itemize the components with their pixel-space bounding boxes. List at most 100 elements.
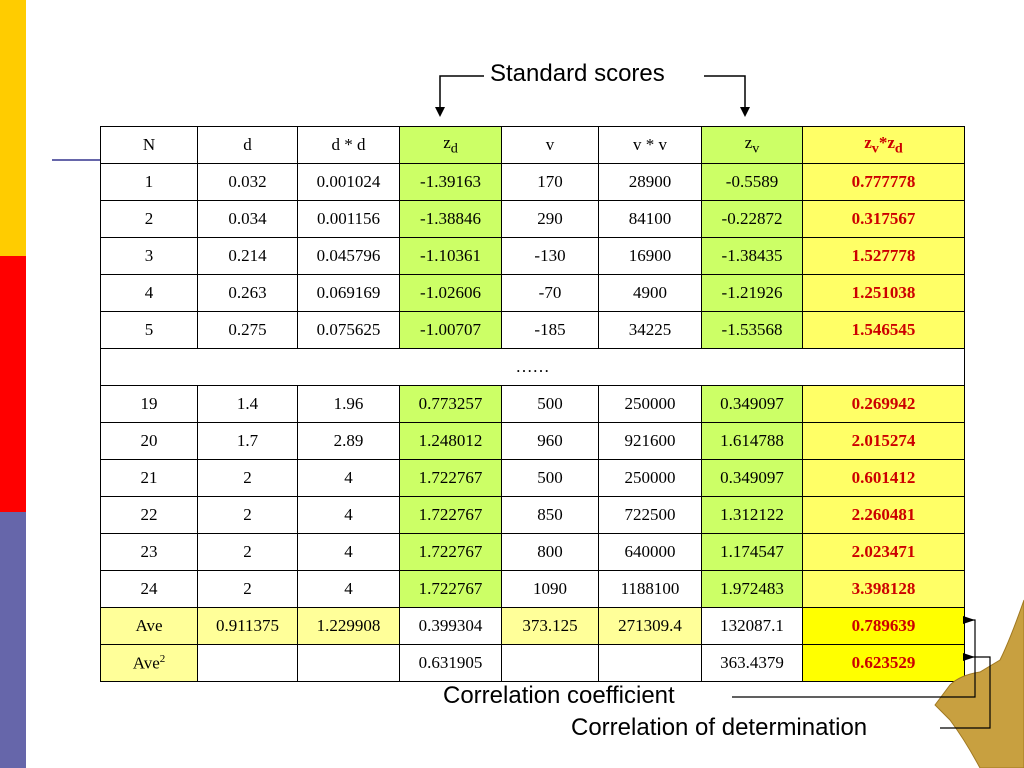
table-cell: 4900 [598, 274, 702, 312]
average-squared-cell: 0.623529 [802, 644, 965, 682]
table-cell: -1.02606 [399, 274, 502, 312]
header-cell: N [100, 126, 198, 164]
table-cell: 2 [197, 459, 298, 497]
table-cell: -0.22872 [701, 200, 803, 238]
table-cell: 16900 [598, 237, 702, 275]
side-bar-yellow [0, 0, 26, 256]
table-cell: 0.001156 [297, 200, 400, 238]
table-cell: 0.275 [197, 311, 298, 349]
table-cell: 850 [501, 496, 599, 534]
average-squared-cell [197, 644, 298, 682]
table-cell: 250000 [598, 459, 702, 497]
average-squared-cell [598, 644, 702, 682]
table-cell: 2.015274 [802, 422, 965, 460]
table-cell: 2 [197, 496, 298, 534]
table-cell: 24 [100, 570, 198, 608]
header-text: v * v [633, 135, 667, 154]
header-cell: d [197, 126, 298, 164]
header-text: z [744, 132, 753, 152]
header-subscript: v [752, 140, 760, 157]
table-cell: 1.251038 [802, 274, 965, 312]
table-cell: 1.527778 [802, 237, 965, 275]
table-cell: 1.546545 [802, 311, 965, 349]
header-cell: v [501, 126, 599, 164]
table-cell: 4 [297, 496, 400, 534]
header-text: d * d [331, 135, 366, 154]
table-cell: 4 [297, 533, 400, 571]
table-cell: 2 [197, 570, 298, 608]
table-cell: 0.601412 [802, 459, 965, 497]
side-bar-blue [0, 512, 26, 768]
table-row: 23 2 4 1.722767 800 640000 1.174547 2.023471 [100, 533, 965, 571]
table-cell: 1.614788 [701, 422, 803, 460]
table-cell: 4 [297, 570, 400, 608]
table-cell: -1.00707 [399, 311, 502, 349]
table-cell: 0.773257 [399, 385, 502, 423]
average-row: Ave 0.911375 1.229908 0.399304 373.125 271309… [100, 607, 965, 645]
table-row: 19 1.4 1.96 0.773257 500 250000 0.349097 0.2699… [100, 385, 965, 423]
table-row: 5 0.275 0.075625 -1.00707 -185 34225 -1.53568 1… [100, 311, 965, 349]
header-text: v [545, 135, 555, 154]
table-cell: 34225 [598, 311, 702, 349]
header-cell: zd [399, 126, 502, 164]
table-cell: 1.96 [297, 385, 400, 423]
table-cell: 250000 [598, 385, 702, 423]
table-cell: 1.722767 [399, 459, 502, 497]
table-cell: 1 [100, 163, 198, 201]
header-subscript: v [871, 140, 879, 157]
table-cell: 3.398128 [802, 570, 965, 608]
ellipsis-cell: …… [100, 348, 965, 386]
average-squared-cell [297, 644, 400, 682]
table-cell: -0.5589 [701, 163, 803, 201]
correlation-coefficient-label: Correlation coefficient [443, 682, 675, 709]
header-cell: zv*zd [802, 126, 965, 164]
table-cell: 921600 [598, 422, 702, 460]
table-row: 3 0.214 0.045796 -1.10361 -130 16900 -1.38435 1… [100, 237, 965, 275]
table-cell: -1.21926 [701, 274, 803, 312]
average-squared-row: Ave2 0.631905 363.4379 0.623529 [100, 644, 965, 682]
header-cell: zv [701, 126, 803, 164]
average-squared-label: Ave2 [100, 644, 198, 682]
table-cell: 1.722767 [399, 570, 502, 608]
table-cell: 0.045796 [297, 237, 400, 275]
header-cell: v * v [598, 126, 702, 164]
standard-scores-label: Standard scores [490, 60, 665, 87]
header-text: d [243, 135, 252, 154]
table-row: 20 1.7 2.89 1.248012 960 921600 1.614788 2.0152… [100, 422, 965, 460]
label-superscript: 2 [159, 652, 166, 665]
table-cell: -1.53568 [701, 311, 803, 349]
table-cell: -130 [501, 237, 599, 275]
table-cell: 1.4 [197, 385, 298, 423]
label-text: Ave [132, 653, 160, 673]
table-cell: 2.89 [297, 422, 400, 460]
table-cell: 3 [100, 237, 198, 275]
decorative-line [52, 159, 100, 161]
table-cell: 2 [100, 200, 198, 238]
table-cell: 1090 [501, 570, 599, 608]
table-row: 21 2 4 1.722767 500 250000 0.349097 0.601412 [100, 459, 965, 497]
table-cell: 1.248012 [399, 422, 502, 460]
average-squared-cell: 0.631905 [399, 644, 502, 682]
table-cell: 19 [100, 385, 198, 423]
header-text: N [142, 135, 156, 154]
table-cell: 2 [197, 533, 298, 571]
table-cell: 0.269942 [802, 385, 965, 423]
table-cell: 290 [501, 200, 599, 238]
average-cell: 132087.1 [701, 607, 803, 645]
header-text: *z [878, 132, 895, 152]
table-row: 2 0.034 0.001156 -1.38846 290 84100 -0.22872 0.… [100, 200, 965, 238]
table-cell: 1.312122 [701, 496, 803, 534]
table-cell: 0.075625 [297, 311, 400, 349]
header-text: z [864, 132, 872, 152]
table-cell: 500 [501, 385, 599, 423]
table-cell: 640000 [598, 533, 702, 571]
table-cell: 1.722767 [399, 496, 502, 534]
table-cell: -185 [501, 311, 599, 349]
arrow-to-zv [704, 75, 750, 117]
table-cell: 22 [100, 496, 198, 534]
correlation-determination-label: Correlation of determination [571, 714, 868, 741]
table-cell: 722500 [598, 496, 702, 534]
average-squared-cell [501, 644, 599, 682]
table-row: 4 0.263 0.069169 -1.02606 -70 4900 -1.21926 1.2… [100, 274, 965, 312]
